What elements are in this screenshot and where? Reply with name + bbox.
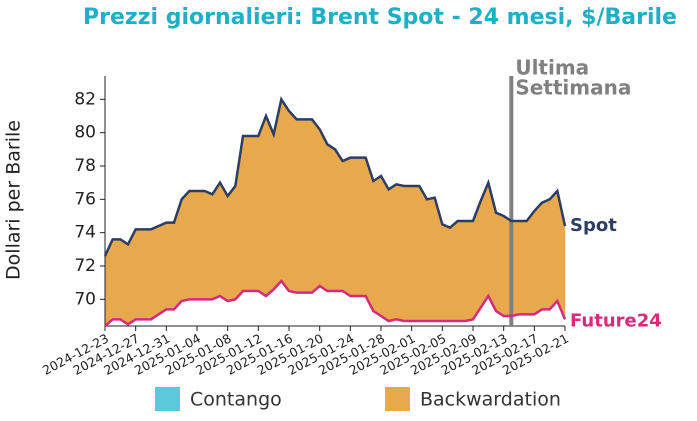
spread-fill <box>534 202 543 315</box>
spread-fill <box>166 222 175 310</box>
spread-fill <box>373 175 382 317</box>
spread-fill <box>442 223 451 322</box>
series-line <box>103 96 567 257</box>
y-tick-label: 78 <box>74 156 96 176</box>
spread-fill <box>465 220 474 322</box>
spread-fill <box>296 119 305 293</box>
spread-fill <box>342 157 351 297</box>
spread-fill <box>327 143 336 292</box>
spread-fill <box>357 157 366 297</box>
legend-swatch <box>155 387 180 411</box>
spread-fill <box>135 229 144 320</box>
spread-fill <box>419 185 428 322</box>
spread-fill <box>143 229 152 320</box>
legend-label: Backwardation <box>420 389 561 411</box>
spread-fill <box>380 175 389 322</box>
spread-fill <box>495 212 504 317</box>
spread-fill <box>334 148 343 292</box>
legend-label: Contango <box>190 389 282 411</box>
spread-fill <box>112 239 121 320</box>
spread-fill <box>304 119 313 293</box>
spread-fill <box>258 115 267 297</box>
spread-fill <box>196 190 205 300</box>
spread-fill <box>526 210 535 315</box>
spread-fill <box>541 198 550 310</box>
spread-fill <box>242 135 251 292</box>
spread-fill <box>457 220 466 322</box>
spread-fill <box>350 157 359 297</box>
y-tick-label: 70 <box>74 289 96 309</box>
spread-fill <box>181 190 190 302</box>
spread-fill <box>212 181 221 300</box>
spread-fill <box>120 238 129 325</box>
spread-fill <box>227 185 236 302</box>
spread-fill <box>219 181 228 302</box>
spread-fill <box>403 185 412 322</box>
spread-fill <box>288 110 297 293</box>
y-tick-label: 74 <box>74 223 96 243</box>
series-line <box>104 279 567 327</box>
spread-fill <box>411 185 420 322</box>
legend-swatch <box>385 387 410 411</box>
y-tick-label: 82 <box>74 89 96 109</box>
y-tick-label: 72 <box>74 256 96 276</box>
spread-fill <box>158 222 167 315</box>
spread-fill <box>311 118 320 294</box>
spread-fill <box>189 190 198 300</box>
y-axis-label: Dollari per Barile <box>3 120 25 280</box>
spread-fill <box>449 220 458 322</box>
series-label: Spot <box>570 215 617 236</box>
y-tick-label: 76 <box>74 189 96 209</box>
annotation-text: Settimana <box>515 76 631 100</box>
spread-fill <box>396 184 405 322</box>
series-label: Future24 <box>570 310 662 331</box>
spread-fill <box>426 197 435 322</box>
spread-fill <box>265 115 274 297</box>
spread-fill <box>549 190 558 310</box>
annotation-text: Ultima <box>515 56 589 80</box>
spread-fill <box>388 183 397 322</box>
spread-fill <box>319 129 328 292</box>
y-tick-label: 80 <box>74 123 96 143</box>
spread-fill <box>150 225 159 320</box>
chart-title: Prezzi giornalieri: Brent Spot - 24 mesi… <box>83 5 677 30</box>
spread-fill <box>204 190 213 300</box>
spread-fill <box>518 220 527 315</box>
spread-fill <box>281 98 290 292</box>
spread-fill <box>250 135 259 292</box>
